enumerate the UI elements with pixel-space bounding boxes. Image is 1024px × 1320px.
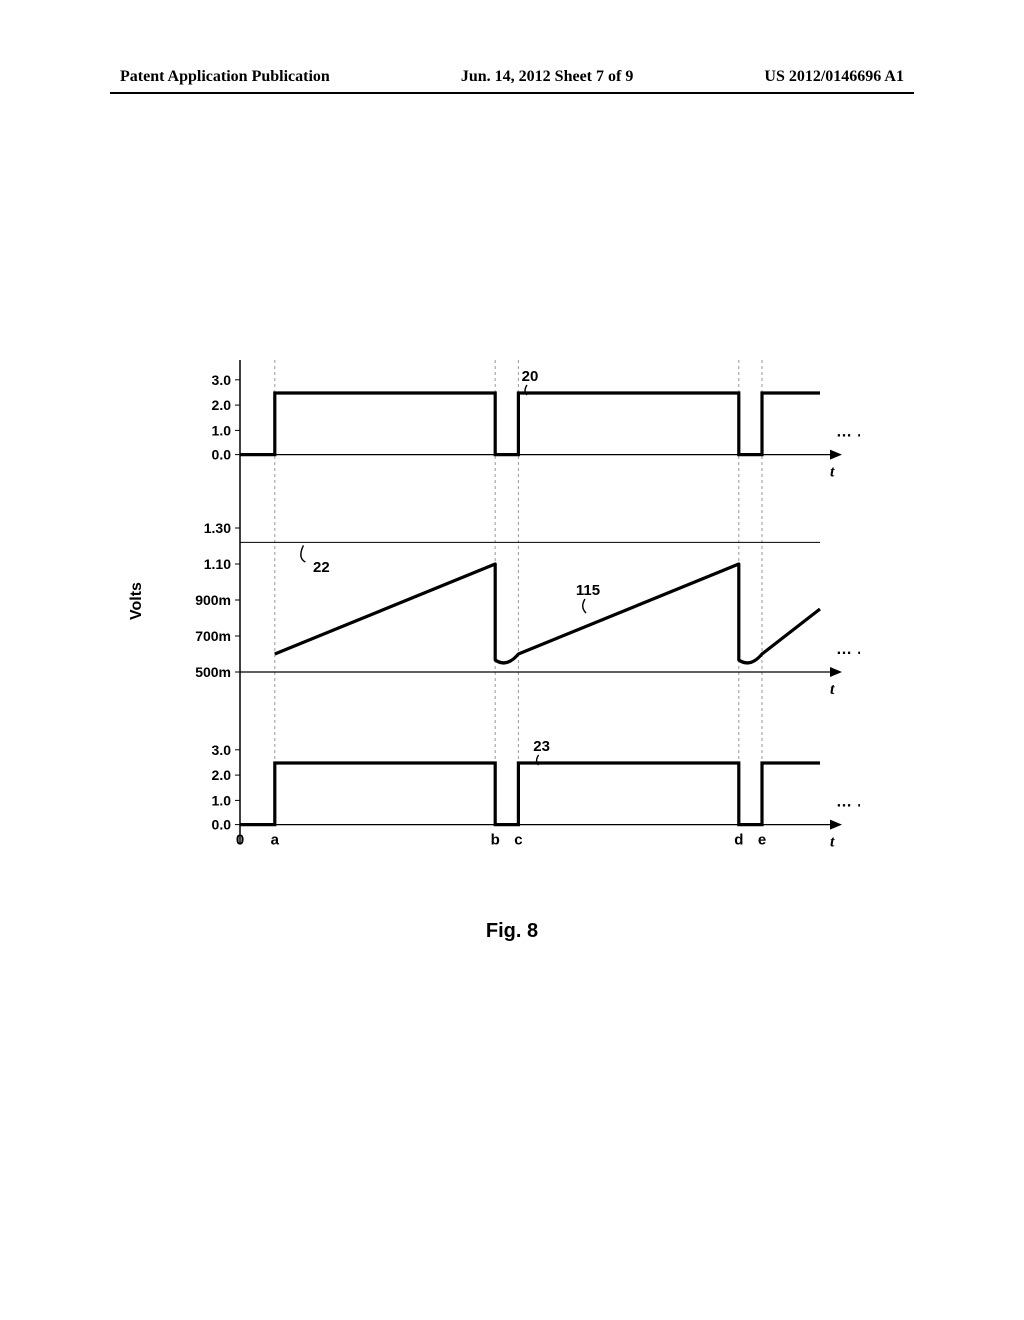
y-axis-label: Volts — [128, 582, 146, 620]
svg-text:0.0: 0.0 — [212, 817, 232, 833]
svg-text:20: 20 — [522, 368, 539, 385]
svg-text:500m: 500m — [195, 664, 231, 680]
figure-area: Volts 3.02.01.00.0t… …201.301.10900m700m… — [170, 360, 860, 880]
svg-text:t: t — [830, 681, 835, 698]
svg-text:2.0: 2.0 — [212, 397, 232, 413]
svg-text:0.0: 0.0 — [212, 447, 232, 463]
header-right: US 2012/0146696 A1 — [764, 68, 904, 86]
svg-text:t: t — [830, 834, 835, 851]
svg-text:… …: … … — [836, 424, 860, 441]
svg-text:1.0: 1.0 — [212, 422, 232, 438]
svg-text:3.0: 3.0 — [212, 372, 232, 388]
svg-text:t: t — [830, 464, 835, 481]
header-left: Patent Application Publication — [120, 68, 330, 86]
header-rule — [110, 92, 914, 94]
svg-text:0: 0 — [236, 832, 244, 849]
svg-text:900m: 900m — [195, 592, 231, 608]
svg-text:1.10: 1.10 — [204, 556, 231, 572]
svg-text:b: b — [491, 832, 500, 849]
svg-text:c: c — [514, 832, 522, 849]
page-header: Patent Application Publication Jun. 14, … — [0, 68, 1024, 86]
timing-diagram: 3.0 2.0 1.0 0.0 t … … 20 1.30 1.10 900m 700m 500m t …… — [170, 360, 860, 880]
svg-text:3.0: 3.0 — [212, 742, 232, 758]
svg-text:1.0: 1.0 — [212, 792, 232, 808]
svg-text:1.30: 1.30 — [204, 520, 231, 536]
header-center: Jun. 14, 2012 Sheet 7 of 9 — [461, 68, 633, 86]
svg-text:700m: 700m — [195, 628, 231, 644]
svg-text:a: a — [271, 832, 280, 849]
svg-text:2.0: 2.0 — [212, 767, 232, 783]
svg-text:22: 22 — [313, 559, 330, 576]
svg-text:… …: … … — [836, 794, 860, 811]
figure-caption: Fig. 8 — [0, 920, 1024, 943]
svg-text:23: 23 — [533, 738, 550, 755]
svg-text:e: e — [758, 832, 766, 849]
svg-text:115: 115 — [576, 582, 600, 599]
svg-text:d: d — [734, 832, 743, 849]
svg-text:… …: … … — [836, 641, 860, 658]
